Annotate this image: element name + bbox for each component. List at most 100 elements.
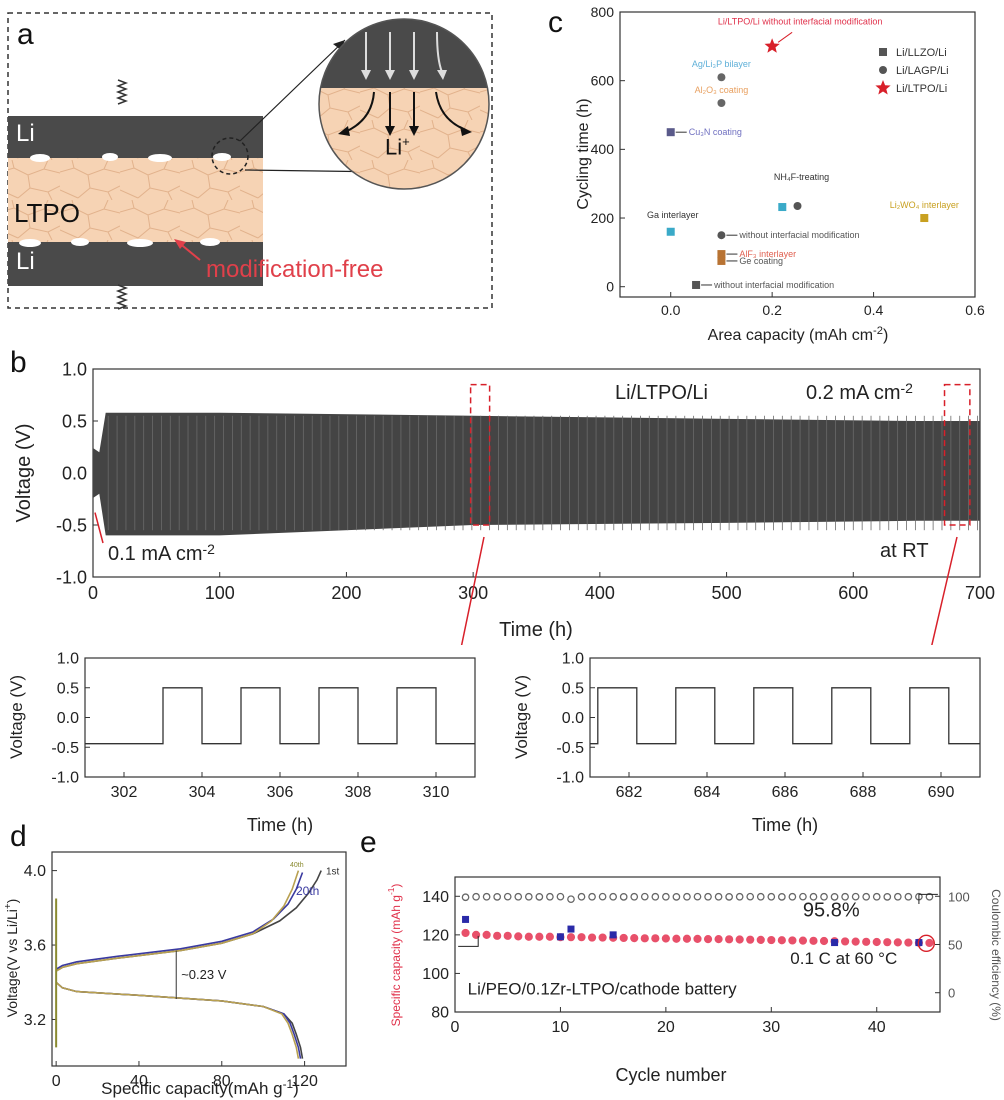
efficiency-point [830,893,839,901]
data-point [666,128,675,137]
efficiency-point [472,892,480,901]
y-tick-label: -0.5 [556,740,584,757]
capacity-point [503,931,512,940]
li-top-text: Li [16,120,35,147]
efficiency-point [651,892,660,901]
capacity-point [566,933,576,942]
capacity-point [482,930,491,939]
panel-c-label: c [548,6,563,39]
li-bottom-layer [8,242,263,286]
capacity-point [735,935,744,944]
voltage-envelope [93,412,980,536]
efficiency-point [461,893,470,902]
capacity-point [493,931,502,940]
capacity-point [809,936,818,945]
efficiency-point [546,892,554,901]
y-tick-label: 200 [591,210,615,226]
capacity-point [619,933,628,943]
capacity-point [883,938,892,947]
y-tick-label: 120 [422,927,449,944]
x-tick-label: 684 [694,784,721,801]
data-point-label: Ag/Li₃P bilayer [692,59,751,69]
capacity-point [524,932,533,941]
efficiency-point [535,893,544,901]
capacity-curve [55,870,322,972]
x-tick-label: 0.2 [762,302,782,318]
x-tick-label: 686 [772,784,799,801]
data-point-label: Li₂WO₄ interlayer [890,200,959,210]
efficiency-point [567,895,575,904]
panel-e-label: e [360,826,377,859]
x-tick-label: 120 [291,1073,318,1090]
capacity-point [535,932,544,941]
x-axis-label: Cycle number [615,1065,726,1085]
x-tick-label: 0 [88,583,98,603]
data-point-label: Ga interlayer [647,210,699,220]
data-point-label: AlF₃ interlayer [739,249,796,259]
outlier-point [609,931,617,939]
y-tick-label: 140 [422,889,449,906]
y-tick-label: 0.0 [562,710,584,727]
current-low-label: 0.1 mA cm-2 [108,541,215,565]
data-point [717,256,726,265]
li-top-layer [8,116,263,158]
y-tick-label: 3.6 [24,938,46,955]
plot-frame [589,657,981,778]
efficiency-point [556,892,565,901]
capacity-point [587,933,597,942]
capacity-curve [55,981,300,1059]
x-axis-label: Specific capacity(mAh g-1) [101,1077,299,1098]
li-ion-text: Li+ [385,134,410,160]
capacity-point [746,935,755,944]
voltage-square-wave [590,687,980,745]
efficiency-point [693,892,702,901]
li-flux-arrows-icon [361,31,447,80]
efficiency-point [704,892,712,901]
efficiency-point [619,893,628,901]
capacity-point [767,935,776,945]
x-tick-label: 500 [712,583,742,603]
chart-d-charge-discharge: 0 40 80 120 3.2 3.6 4.0 Specific capacity(mAh g… [3,851,347,1098]
outlier-point [831,939,839,947]
x-tick-label: 308 [345,784,372,801]
efficiency-point [503,892,512,901]
capacity-point [693,934,702,944]
x-tick-label: 0 [52,1073,61,1090]
panel-a-diagram [7,12,493,310]
efficiency-point [809,892,818,901]
x-tick-label: 40 [130,1073,148,1090]
capacity-point [756,935,765,944]
data-point-label: Ge coating [739,256,783,266]
polarization-label: ~0.23 V [181,967,227,982]
y2-tick-label: 50 [948,938,962,953]
efficiency-point [577,892,586,901]
legend-label: Li/LAGP/Li [896,65,949,77]
y-tick-label: 4.0 [24,863,46,880]
data-point-label: without interfacial modification [713,280,834,290]
data-point [778,203,787,212]
plot-frame [51,851,347,1067]
cycle-label: 20th [296,884,319,898]
capacity-point [819,936,829,946]
capacity-point [725,935,734,944]
efficiency-point [788,892,797,901]
capacity-point [651,934,660,943]
y-tick-label: 0 [606,279,614,295]
x-axis-label: Time (h) [499,619,573,641]
capacity-point [703,935,713,944]
efficiency-point [588,892,596,901]
x-tick-label: 688 [850,784,877,801]
efficiency-point [851,892,860,901]
efficiency-point [862,892,871,901]
outlier-point [462,915,470,923]
chart-e-cycling-performance: 0 10 20 30 40 80 100 120 140 0 50 100 Cycle number Sp… [386,876,1003,1085]
y-axis-label: Voltage(V vs Li/Li+) [3,899,20,1018]
legend-marker [879,66,887,74]
plot-frame [619,11,976,298]
y-tick-label: 3.2 [24,1012,46,1029]
efficiency-point [514,892,523,901]
y-tick-label: 1.0 [57,651,79,668]
capacity-point [661,934,670,943]
retention-marker [917,934,935,953]
efficiency-point [893,892,902,901]
